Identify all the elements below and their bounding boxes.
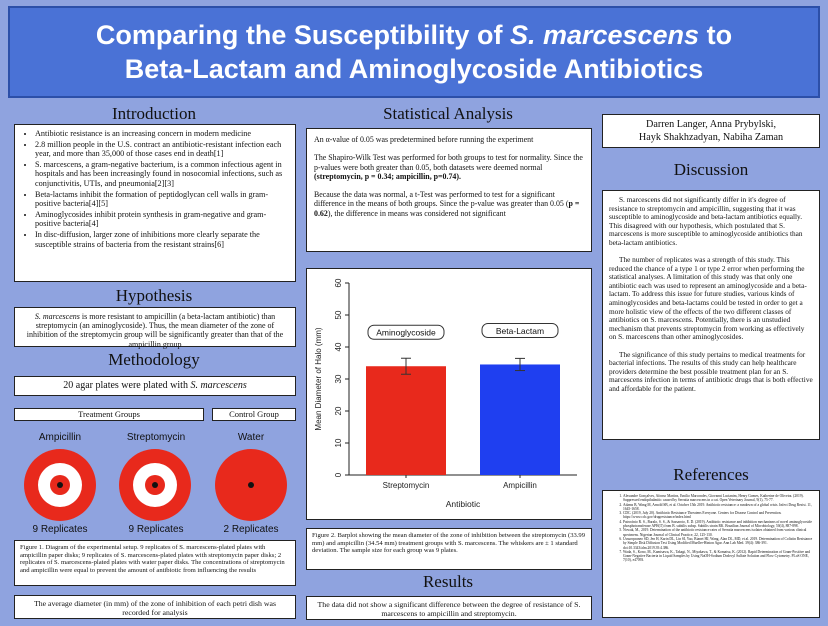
- y-axis-label: Mean Diameter of Halo (mm): [314, 327, 323, 430]
- methodology-heading: Methodology: [108, 350, 200, 369]
- hypothesis-box: S. marcescens is more resistant to ampic…: [14, 307, 296, 349]
- stat-paragraph-3: Because the data was normal, a t-Test wa…: [314, 190, 584, 218]
- ampicillin-plate: [24, 449, 96, 521]
- stat-paragraph-1: An α-value of 0.05 was predetermined bef…: [314, 135, 534, 144]
- y-tick-label: 50: [334, 310, 343, 319]
- y-tick-label: 0: [334, 472, 343, 477]
- intro-bullet: In disc-diffusion, larger zone of inhibi…: [35, 230, 289, 249]
- control-group-box: Control Group: [212, 408, 296, 421]
- discussion-box: S. marcescens did not significantly diff…: [602, 190, 820, 440]
- stat-text: Because the data was normal, a t-Test wa…: [314, 190, 569, 209]
- stat-text: The Shapiro-Wilk Test was performed for …: [314, 153, 583, 172]
- bar-streptomycin: [366, 366, 446, 475]
- intro-bullet: Beta-lactams inhibit the formation of pe…: [35, 190, 289, 209]
- stat-pvalues: (streptomycin, p = 0.34; ampicillin, p=0…: [314, 171, 461, 181]
- bar-label-box: [367, 324, 445, 340]
- reference-item: Nowak, M., 2019. Determination of the an…: [623, 528, 814, 537]
- group-name-water: Water: [237, 432, 265, 443]
- bar-ampicillin: [480, 364, 560, 475]
- intro-bullet: 2.8 million people in the U.S. contract …: [35, 140, 289, 159]
- references-list: Alexandre Gonçalves, Afonso Martins, Emi…: [617, 494, 814, 563]
- discussion-paragraph-2: The number of replicates was a strength …: [609, 255, 807, 342]
- barplot-chart: 0 10 20 30 40 50 60 Mean Diameter of Halo (mm) A…: [314, 278, 577, 509]
- discussion-paragraph-3: The significance of this study pertains …: [609, 349, 813, 393]
- hypothesis-heading: Hypothesis: [115, 286, 193, 305]
- plate-dot: [57, 482, 63, 488]
- references-box: Alexandre Gonçalves, Afonso Martins, Emi…: [602, 490, 820, 618]
- introduction-heading: Introduction: [111, 104, 197, 123]
- statistical-analysis-heading: Statistical Analysis: [383, 104, 513, 123]
- reference-item: Ussuropraneo SD, Jen H, Karin DL, Lin SI…: [623, 537, 814, 550]
- title-species: S. marcescens: [509, 20, 700, 50]
- title-line-1: Comparing the Susceptibility of S. marce…: [96, 18, 732, 52]
- reference-item: Patrocínio R. S., Baralo, S. S., & Sassa…: [623, 520, 814, 529]
- bar-label: Beta-Lactam: [496, 326, 544, 336]
- discussion-heading: Discussion: [673, 160, 749, 179]
- x-tick-label: Streptomycin: [383, 481, 430, 490]
- stat-ttest-p: p = 0.62: [314, 199, 580, 218]
- streptomycin-plate: [119, 449, 191, 521]
- results-box: The data did not show a significant diff…: [306, 596, 592, 620]
- reference-item: Adams B, Wang M, Arnold SB, et al. Octob…: [623, 503, 814, 512]
- x-axis-label: Antibiotic: [446, 499, 481, 509]
- intro-bullet: S. marcescens, a gram-negative bacterium…: [35, 160, 289, 189]
- authors-line-1: Darren Langer, Anna Prybylski,: [645, 119, 776, 130]
- plate-dot: [248, 482, 254, 488]
- y-tick-label: 10: [334, 438, 343, 447]
- plates-species: S. marcescens: [190, 380, 247, 391]
- replicates-water: 2 Replicates: [223, 524, 279, 535]
- intro-bullet: Aminoglycosides inhibit protein synthesi…: [35, 210, 289, 229]
- title-banner: Comparing the Susceptibility of S. marce…: [8, 6, 820, 98]
- y-tick-label: 20: [334, 406, 343, 415]
- stat-paragraph-2: The Shapiro-Wilk Test was performed for …: [314, 153, 584, 181]
- authors-line-2: Hayk Shakhzadyan, Nabiha Zaman: [638, 132, 784, 143]
- reference-item: Wada, S., Kono, M., Kamisawa, K., Takagi…: [623, 550, 814, 563]
- replicates-ampicillin: 9 Replicates: [32, 524, 88, 535]
- reference-item: Alexandre Gonçalves, Afonso Martins, Emi…: [623, 494, 814, 503]
- average-note-box: The average diameter (in mm) of the zone…: [14, 595, 296, 619]
- intro-bullet: Antibiotic resistance is an increasing c…: [35, 129, 289, 139]
- water-plate: [215, 449, 287, 521]
- replicates-streptomycin: 9 Replicates: [128, 524, 184, 535]
- reference-item: CDC. (2019, July 20). Antibiotic Resista…: [623, 511, 814, 520]
- plates-text: 20 agar plates were plated with: [63, 380, 191, 391]
- bar-label: Aminoglycoside: [376, 328, 436, 338]
- y-tick-label: 60: [334, 278, 343, 287]
- title-part: to: [699, 20, 733, 50]
- statistical-analysis-box: An α-value of 0.05 was predetermined bef…: [306, 128, 592, 252]
- authors-box: Darren Langer, Anna Prybylski, Hayk Shak…: [602, 114, 820, 148]
- y-tick-label: 40: [334, 342, 343, 351]
- hypothesis-species: S. marcescens: [34, 312, 80, 321]
- figure2-caption: Figure 2. Barplot showing the mean diame…: [306, 528, 592, 570]
- treatment-groups-box: Treatment Groups: [14, 408, 204, 421]
- x-tick-label: Ampicillin: [503, 481, 537, 490]
- hypothesis-text: is more resistant to ampicillin (a beta-…: [26, 312, 284, 349]
- references-heading: References: [673, 465, 749, 484]
- title-part: Comparing the Susceptibility of: [95, 20, 510, 50]
- bar-label-box: [481, 322, 559, 338]
- stat-text: ), the difference in means was considere…: [327, 208, 506, 218]
- group-name-ampicillin: Ampicillin: [38, 432, 82, 443]
- introduction-bullets: Antibiotic resistance is an increasing c…: [21, 129, 289, 249]
- group-name-streptomycin: Streptomycin: [126, 432, 186, 443]
- discussion-paragraph-1: S. marcescens did not significantly diff…: [609, 195, 803, 247]
- title-line-2: Beta-Lactam and Aminoglycoside Antibioti…: [124, 54, 704, 84]
- barplot-panel: 0 10 20 30 40 50 60 Mean Diameter of Halo (mm) A…: [306, 268, 592, 520]
- figure1-caption: Figure 1. Diagram of the experimental se…: [14, 540, 296, 586]
- results-heading: Results: [422, 572, 474, 591]
- y-tick-label: 30: [334, 374, 343, 383]
- plates-box: 20 agar plates were plated with S. marce…: [14, 376, 296, 396]
- introduction-box: Antibiotic resistance is an increasing c…: [14, 124, 296, 282]
- plate-dot: [152, 482, 158, 488]
